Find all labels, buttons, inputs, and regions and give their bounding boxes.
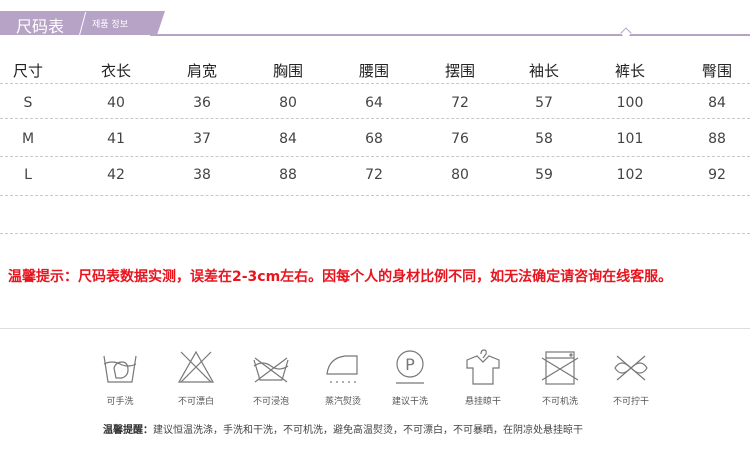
care-item: 蒸汽熨烫 xyxy=(308,348,378,407)
no-machine-wash-icon xyxy=(541,351,579,385)
caret-up-icon xyxy=(620,27,632,39)
table-cell: 92 xyxy=(708,167,726,183)
care-reminder: 温馨提醒：建议恒温洗涤，手洗和干洗，不可机洗，避免高温熨烫，不可漂白，不可暴晒，… xyxy=(103,421,583,436)
table-cell: 68 xyxy=(365,131,383,147)
no-bleach-icon xyxy=(177,350,215,383)
divider xyxy=(0,83,750,84)
column-header: 臀围 xyxy=(701,62,732,80)
size-label: L xyxy=(24,167,32,183)
table-cell: 80 xyxy=(279,95,297,111)
care-label: 悬挂晾干 xyxy=(464,397,501,407)
care-label: 可手洗 xyxy=(106,397,134,407)
table-cell: 59 xyxy=(535,167,553,183)
table-cell: 64 xyxy=(365,95,383,111)
table-cell: 57 xyxy=(535,95,553,111)
table-cell: 38 xyxy=(193,167,211,183)
care-reminder-label: 温馨提醒： xyxy=(103,425,153,436)
size-label: S xyxy=(23,95,33,111)
column-header: 胸围 xyxy=(272,62,303,80)
column-header: 摆围 xyxy=(444,62,475,80)
table-cell: 42 xyxy=(107,167,125,183)
care-item: 悬挂晾干 xyxy=(448,348,518,407)
divider xyxy=(0,328,750,329)
table-cell: 84 xyxy=(708,95,726,111)
column-header: 尺寸 xyxy=(12,62,43,80)
column-header: 腰围 xyxy=(358,62,389,80)
table-cell: 84 xyxy=(279,131,297,147)
table-cell: 58 xyxy=(535,131,553,147)
steam-iron-icon xyxy=(326,355,358,383)
care-label: 不可漂白 xyxy=(177,397,214,407)
hand-wash-icon xyxy=(103,355,137,383)
header-title: 尺码表 xyxy=(16,17,65,36)
size-label: M xyxy=(21,131,35,147)
no-wring-icon xyxy=(614,355,648,381)
table-cell: 40 xyxy=(107,95,125,111)
table-cell: 76 xyxy=(451,131,469,147)
divider xyxy=(0,233,750,234)
table-cell: 72 xyxy=(365,167,383,183)
table-cell: 88 xyxy=(279,167,297,183)
hang-dry-icon xyxy=(466,349,500,385)
size-notice: 温馨提示：尺码表数据实测，误差在2-3cm左右。因每个人的身材比例不同，如无法确… xyxy=(8,269,673,285)
care-label: 不可浸泡 xyxy=(252,397,289,407)
care-item: 可手洗 xyxy=(85,348,155,407)
table-cell: 101 xyxy=(616,131,644,147)
care-label: 不可机洗 xyxy=(541,397,578,407)
divider xyxy=(0,118,750,119)
table-cell: 41 xyxy=(107,131,125,147)
table-cell: 88 xyxy=(708,131,726,147)
care-item: P 建议干洗 xyxy=(375,348,445,407)
header-rule xyxy=(150,34,750,36)
column-header: 裤长 xyxy=(614,62,645,80)
divider xyxy=(0,156,750,157)
care-label: 不可拧干 xyxy=(612,397,649,407)
table-cell: 100 xyxy=(616,95,644,111)
divider xyxy=(0,195,750,196)
dry-clean-icon: P xyxy=(396,350,424,384)
care-label: 建议干洗 xyxy=(391,397,428,407)
table-cell: 102 xyxy=(616,167,644,183)
table-cell: 36 xyxy=(193,95,211,111)
care-label: 蒸汽熨烫 xyxy=(324,397,361,407)
column-header: 肩宽 xyxy=(186,62,217,80)
no-soak-icon xyxy=(253,357,289,383)
table-cell: 37 xyxy=(193,131,211,147)
table-cell: 72 xyxy=(451,95,469,111)
header-subtitle: 제품 정보 xyxy=(92,20,128,30)
care-item: 不可浸泡 xyxy=(236,348,306,407)
svg-text:P: P xyxy=(405,355,415,374)
care-item: 不可拧干 xyxy=(596,348,666,407)
table-cell: 80 xyxy=(451,167,469,183)
care-item: 不可机洗 xyxy=(525,348,595,407)
care-reminder-text: 建议恒温洗涤，手洗和干洗，不可机洗，避免高温熨烫，不可漂白，不可暴晒，在阴凉处悬… xyxy=(153,425,583,436)
column-header: 衣长 xyxy=(100,62,131,80)
care-item: 不可漂白 xyxy=(161,348,231,407)
column-header: 袖长 xyxy=(528,62,559,80)
